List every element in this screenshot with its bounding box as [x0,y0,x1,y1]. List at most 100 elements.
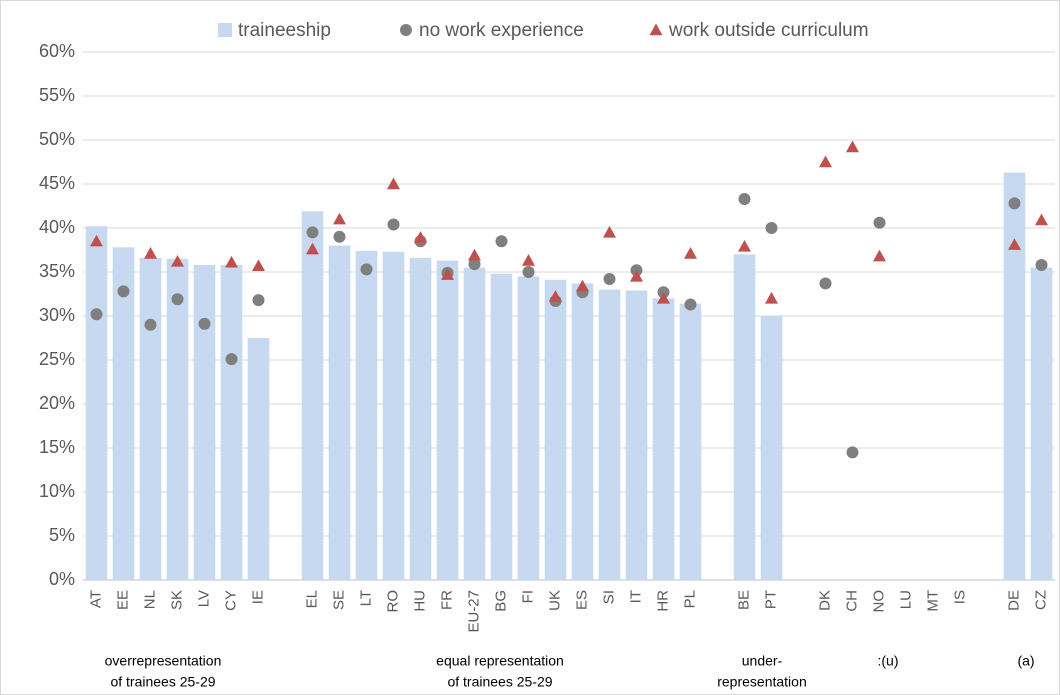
x-tick-label: PT [762,590,779,609]
triangle [333,212,346,225]
triangle [603,225,616,238]
triangle [468,248,481,261]
x-tick-label: MT [924,590,941,612]
x-tick-label: DE [1005,590,1022,611]
triangle [684,247,697,259]
bar [598,289,621,580]
triangle [765,291,778,304]
group-label: of trainees 25-29 [110,674,215,690]
x-tick-label: NL [141,590,158,609]
dot [252,294,265,307]
dot [522,266,535,278]
triangle [414,231,427,243]
x-tick-label: CH [843,590,860,612]
bar [1030,267,1053,580]
x-tick-label: LV [195,590,212,607]
triangle [1008,238,1021,250]
dot [387,218,400,231]
y-tick-label: 30% [39,305,75,325]
triangle [171,254,184,267]
bar [193,264,216,580]
group-label: of trainees 25-29 [447,674,552,690]
x-tick-label: BE [735,590,752,610]
x-tick-label: RO [384,590,401,613]
bar [382,251,405,580]
dot [846,446,859,459]
bar [85,226,108,581]
dot [198,317,211,330]
bar [328,245,351,580]
x-tick-label: IS [951,590,968,604]
dot [873,216,886,229]
x-tick-label: IE [249,590,266,604]
triangle [90,234,103,247]
triangle [252,259,265,272]
x-tick-label: LT [357,590,374,606]
triangle [819,155,832,168]
x-tick-label: UK [546,590,563,611]
dot [765,222,778,234]
x-tick-label: HU [411,590,428,612]
dot [738,192,751,205]
dot [333,230,346,243]
bar [517,276,540,580]
bar [463,267,486,580]
bar [544,279,567,580]
x-tick-label: HR [654,590,671,612]
triangle [576,279,589,292]
x-tick-label: LU [897,590,914,609]
triangle [630,269,643,282]
triangle [306,242,319,255]
group-label: (a) [1017,653,1034,669]
bar [679,303,702,580]
dot [225,353,238,366]
legend-label: traineeship [238,20,331,41]
bar [247,338,270,580]
y-tick-label: 50% [39,129,75,149]
legend-label: no work experience [419,20,584,41]
triangle [522,254,535,266]
triangle [549,290,562,302]
triangle [1035,213,1048,226]
y-tick-label: 40% [39,217,75,237]
bar [436,260,459,580]
dot [360,263,373,276]
bar [760,316,783,580]
triangle [846,140,859,153]
dot [495,235,508,248]
y-tick-label: 10% [39,481,75,501]
bar [733,254,756,580]
y-tick-label: 20% [39,393,75,413]
dot [171,293,184,306]
legend-swatch [400,24,412,36]
bar [112,247,135,581]
y-tick-label: 0% [49,569,75,589]
bar [571,283,594,580]
bar [166,258,189,580]
bar [220,264,243,580]
dot [603,273,616,286]
triangle [738,239,751,252]
x-tick-label: EE [114,590,131,610]
x-tick-label: DK [816,590,833,611]
y-tick-label: 35% [39,261,75,281]
dot [1008,197,1021,210]
x-tick-label: AT [87,590,104,608]
bar [301,211,324,580]
x-tick-label: NO [870,590,887,613]
y-tick-label: 55% [39,85,75,105]
triangle [441,268,454,280]
triangle [873,249,886,262]
y-tick-label: 15% [39,437,75,457]
bar [139,257,162,580]
x-tick-label: FR [438,590,455,610]
group-label: under- [742,653,783,669]
bar [409,257,432,580]
x-tick-label: EU-27 [465,590,482,633]
y-tick-label: 25% [39,349,75,369]
bar [652,298,675,580]
triangle [225,255,238,268]
x-tick-label: EL [303,590,320,608]
x-tick-label: CY [222,590,239,611]
y-tick-label: 60% [39,41,75,61]
